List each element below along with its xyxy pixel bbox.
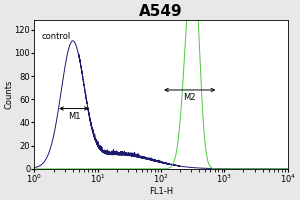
Text: control: control — [42, 32, 71, 41]
Text: M2: M2 — [183, 93, 196, 102]
Title: A549: A549 — [139, 4, 183, 19]
Y-axis label: Counts: Counts — [4, 80, 13, 109]
X-axis label: FL1-H: FL1-H — [149, 187, 173, 196]
Text: M1: M1 — [68, 112, 80, 121]
